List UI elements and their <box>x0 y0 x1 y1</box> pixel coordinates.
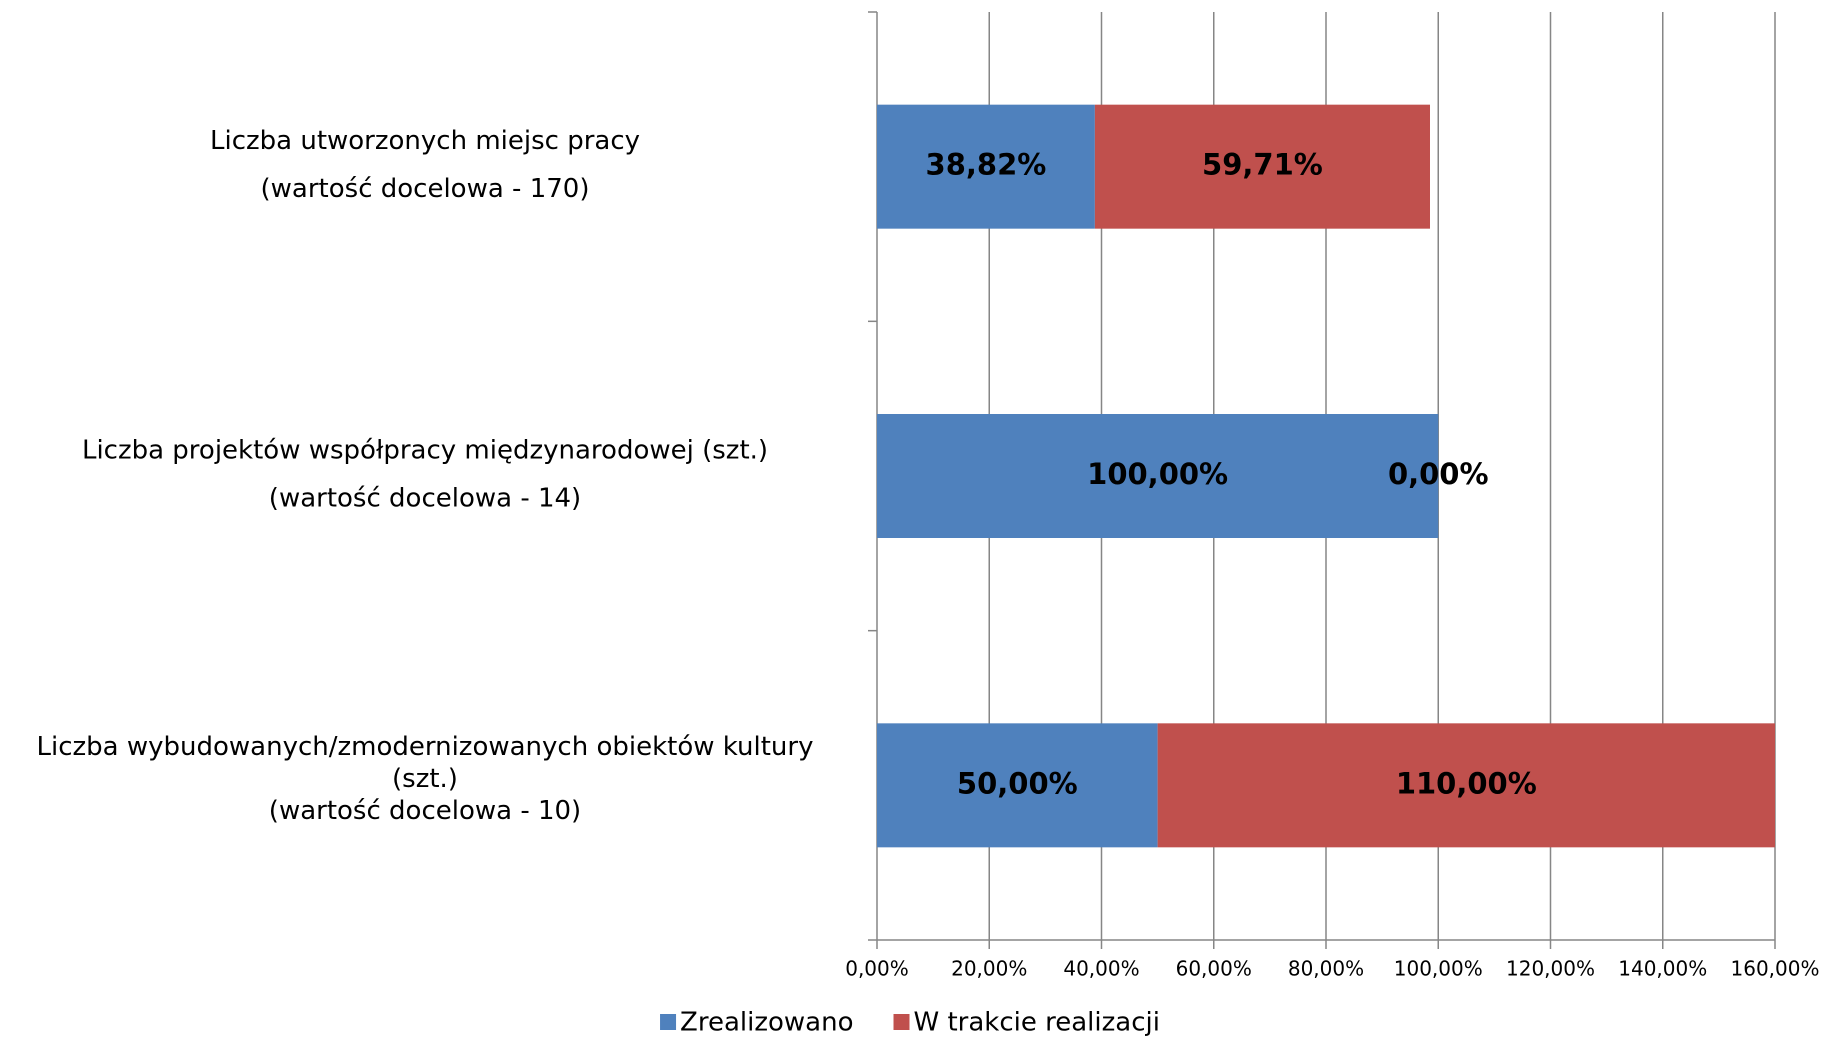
x-tick-label: 120,00% <box>1506 957 1595 981</box>
x-tick-label: 140,00% <box>1618 957 1707 981</box>
bar-segment <box>1157 723 1775 848</box>
y-tick-label: Liczba projektów współpracy międzynarodo… <box>82 436 768 466</box>
legend-swatch <box>660 1014 677 1030</box>
legend-label: Zrealizowano <box>680 1008 853 1037</box>
x-tick-label: 0,00% <box>845 957 909 981</box>
data-label: 0,00% <box>1388 457 1489 491</box>
x-tick-label: 80,00% <box>1288 957 1364 981</box>
data-label: 38,82% <box>926 148 1047 182</box>
y-tick-label: (szt.) <box>392 764 458 794</box>
bar-segment <box>1094 104 1430 229</box>
x-tick-label: 160,00% <box>1731 957 1820 981</box>
legend-label: W trakcie realizacji <box>914 1008 1160 1037</box>
x-tick-label: 40,00% <box>1063 957 1139 981</box>
y-tick-label: Liczba utworzonych miejsc pracy <box>210 126 640 156</box>
bar-segment <box>877 414 1439 538</box>
legend-swatch <box>893 1014 910 1030</box>
bar-segment <box>877 104 1095 229</box>
y-tick-label: (wartość docelowa - 170) <box>261 174 590 204</box>
x-tick-label: 100,00% <box>1394 957 1483 981</box>
y-tick-label: Liczba wybudowanych/zmodernizowanych obi… <box>37 732 814 762</box>
x-tick-label: 60,00% <box>1176 957 1252 981</box>
y-tick-label: (wartość docelowa - 14) <box>269 484 581 514</box>
data-label: 50,00% <box>957 766 1078 800</box>
data-label: 100,00% <box>1087 457 1228 491</box>
bar-segment <box>877 723 1158 848</box>
y-tick-label: (wartość docelowa - 10) <box>269 796 581 826</box>
x-tick-label: 20,00% <box>951 957 1027 981</box>
data-label: 110,00% <box>1396 766 1537 800</box>
data-label: 59,71% <box>1202 148 1323 182</box>
